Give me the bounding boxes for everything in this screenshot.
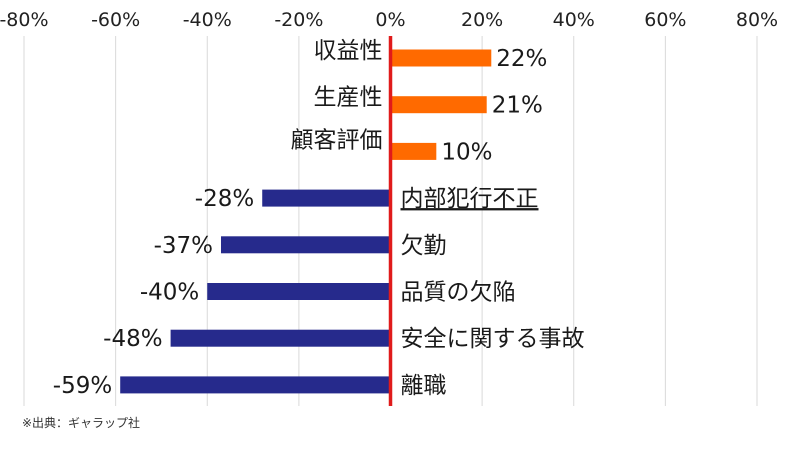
category-label: 内部犯行不正 <box>401 186 539 212</box>
x-tick-label: 40% <box>553 9 595 31</box>
bar-value-label: -40% <box>140 280 199 306</box>
x-tick-label: -60% <box>91 9 140 31</box>
bar <box>220 236 391 254</box>
bar-value-label: -28% <box>195 186 254 212</box>
bar-value-label: -37% <box>154 233 213 259</box>
category-label: 欠勤 <box>401 233 447 259</box>
bar <box>390 96 487 114</box>
bar-value-label: -48% <box>103 326 162 352</box>
x-tick-label: 0% <box>375 9 405 31</box>
bar <box>390 49 492 67</box>
bar-value-label: -59% <box>53 373 112 399</box>
bar-value-label: 10% <box>441 139 492 165</box>
bar-value-label: 22% <box>496 46 547 72</box>
bar <box>207 283 391 300</box>
x-tick-label: -40% <box>183 9 232 31</box>
x-tick-label: -20% <box>274 9 323 31</box>
category-label: 収益性 <box>314 38 383 64</box>
x-tick-label: 60% <box>644 9 686 31</box>
x-tick-label: 20% <box>461 9 503 31</box>
bar <box>390 142 437 160</box>
bar-value-label: 21% <box>492 93 543 119</box>
source-note: ※出典：ギャラップ社 <box>22 416 141 430</box>
bar <box>262 189 391 207</box>
x-tick-label: 80% <box>736 9 778 31</box>
category-label: 離職 <box>401 373 447 399</box>
category-label: 生産性 <box>314 85 383 111</box>
category-label: 顧客評価 <box>291 127 383 153</box>
bar <box>120 376 391 394</box>
bar <box>170 329 391 347</box>
x-tick-label: -80% <box>0 9 49 31</box>
category-label: 品質の欠陥 <box>401 280 516 306</box>
category-label: 安全に関する事故 <box>401 326 585 352</box>
